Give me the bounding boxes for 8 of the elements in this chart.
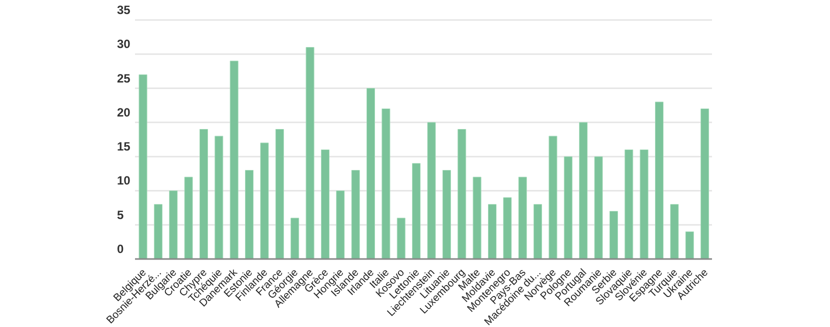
y-tick-label: 30: [117, 37, 131, 52]
y-tick-label: 5: [117, 208, 124, 222]
y-tick-label: 0: [117, 242, 124, 256]
y-tick-label: 10: [117, 174, 131, 188]
y-tick-label: 15: [117, 140, 131, 154]
y-tick-label: 25: [117, 71, 131, 86]
y-tick-label: 20: [117, 105, 131, 120]
y-tick-label: 35: [117, 3, 131, 17]
